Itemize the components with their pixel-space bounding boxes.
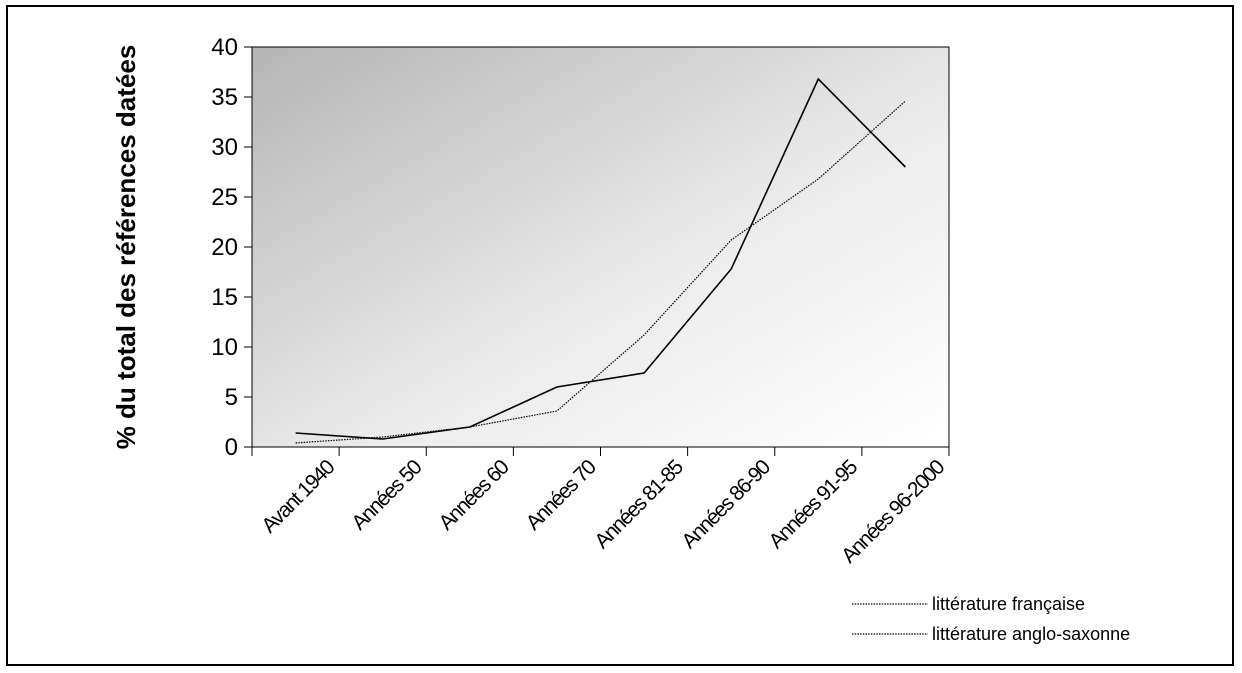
x-tick-label: Années 70 (522, 456, 601, 535)
y-tick-label: 15 (211, 284, 238, 311)
y-axis-title: % du total des références datées (111, 45, 141, 450)
y-tick-label: 20 (211, 234, 238, 261)
x-tick-label: Années 60 (435, 456, 514, 535)
y-tick-label: 10 (211, 334, 238, 361)
x-axis: Avant 1940 Années 50 Années 60 Années 70Ann… (251, 447, 950, 568)
plot-area (251, 46, 950, 448)
legend-label: littérature française (932, 594, 1085, 614)
y-tick-label: 5 (225, 384, 238, 411)
x-tick-label: Années 86-90 (677, 456, 774, 553)
series-line-1 (295, 100, 906, 444)
y-tick-label: 30 (211, 134, 238, 161)
x-tick-label: Avant 1940 (257, 456, 339, 538)
legend-label: littérature anglo-saxonne (932, 624, 1130, 644)
x-tick-label: Années 50 (347, 456, 426, 535)
x-tick-label: Années 81-85 (590, 456, 687, 553)
series-line-2 (295, 77, 906, 440)
y-tick-label: 25 (211, 184, 238, 211)
y-tick-label: 35 (211, 84, 238, 111)
y-tick-label: 40 (211, 34, 238, 61)
y-axis: 0 5 10 15 20 25 30 35 40 (211, 34, 252, 461)
x-tick-label: Années 91-95 (765, 456, 862, 553)
y-tick-label: 0 (225, 434, 238, 461)
series-lines (295, 77, 906, 444)
legend: littérature française littérature anglo-s… (852, 594, 1130, 644)
